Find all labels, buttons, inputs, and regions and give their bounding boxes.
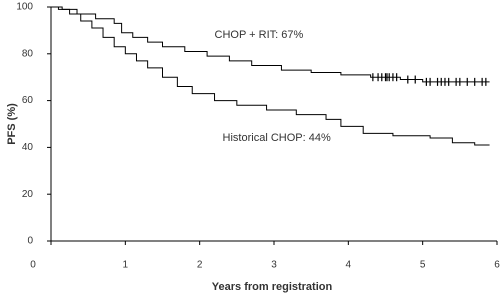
x-tick-label: 0 [30,260,36,271]
y-tick-label: 20 [22,189,34,200]
x-tick-label: 3 [271,260,277,271]
annotation: Historical CHOP: 44% [223,132,331,144]
y-axis-title: PFS (%) [6,103,18,145]
y-tick-label: 100 [16,2,33,13]
x-tick-label: 4 [346,260,352,271]
annotation: CHOP + RIT: 67% [215,29,304,41]
x-tick-label: 5 [420,260,426,271]
survival-curve [51,6,490,146]
x-tick-label: 1 [123,260,129,271]
y-tick-label: 0 [27,236,33,247]
y-tick-label: 40 [22,142,34,153]
y-tick-label: 60 [22,95,34,106]
x-tick-label: 6 [494,260,500,271]
x-tick-label: 2 [197,260,203,271]
survival-curve [51,6,490,83]
x-axis-title: Years from registration [212,281,333,293]
y-tick-label: 80 [22,48,34,59]
